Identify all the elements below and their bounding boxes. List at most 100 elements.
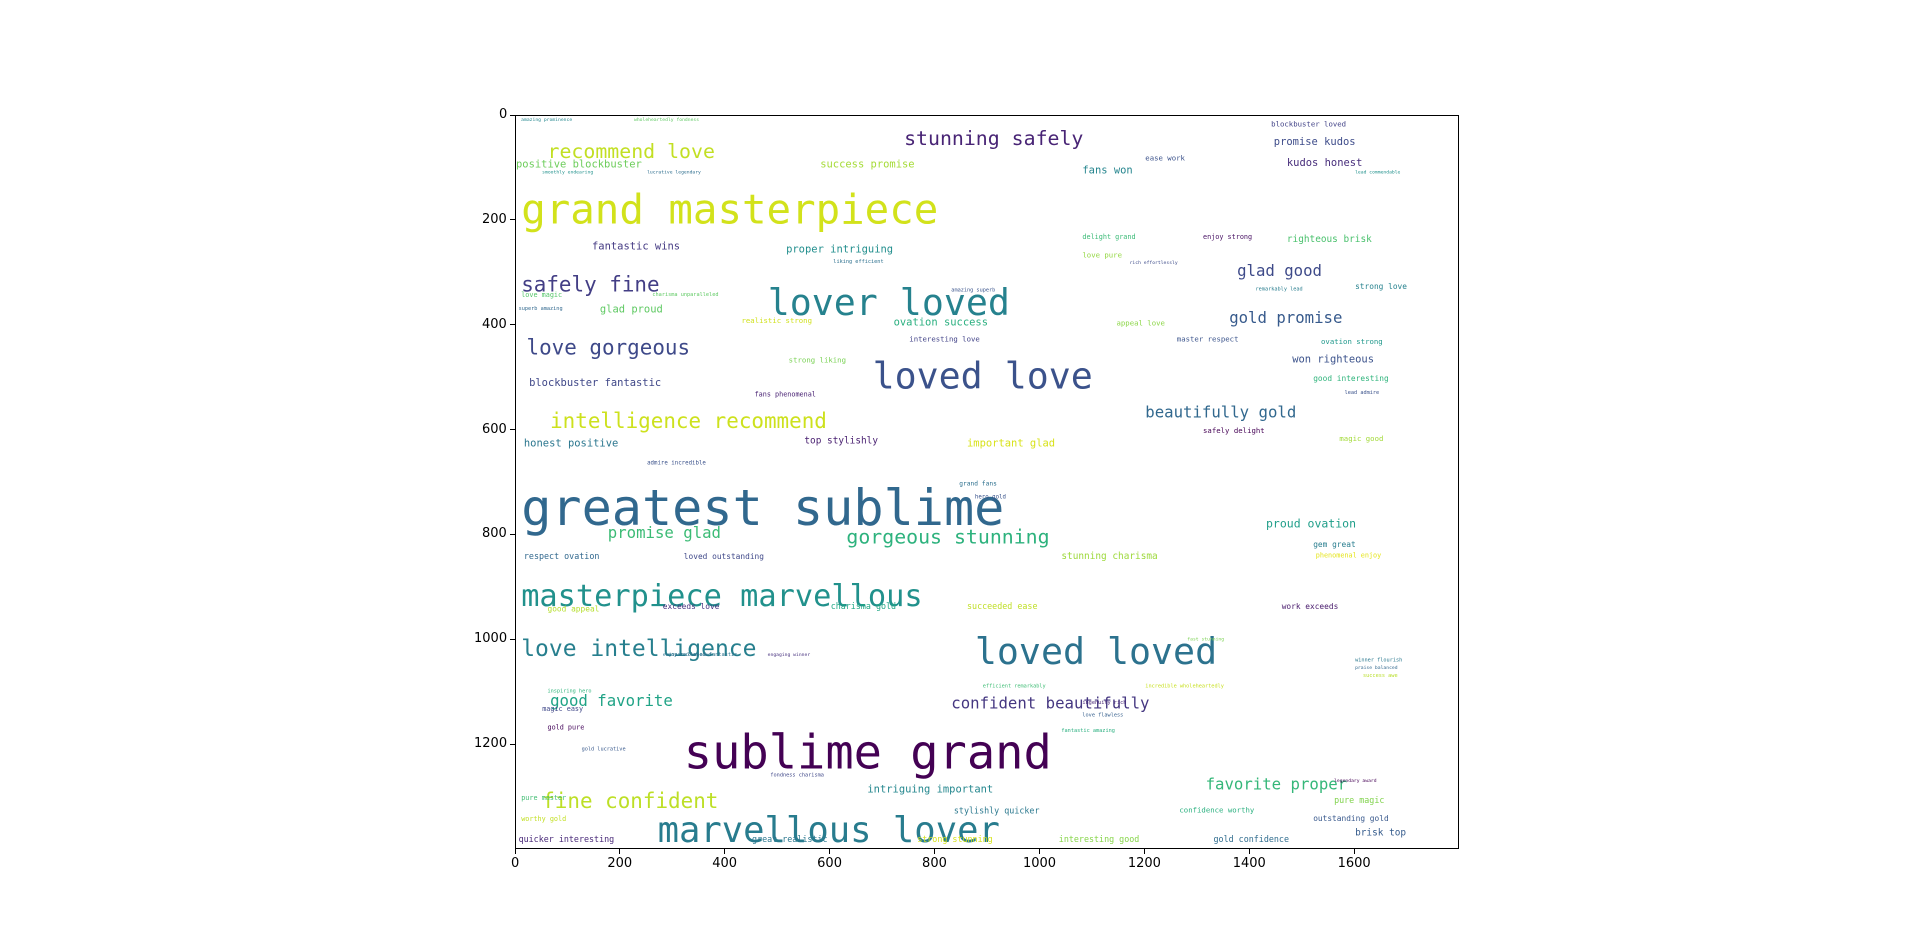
word-26: fantastic wins bbox=[592, 241, 680, 253]
word-72: delight grand bbox=[1082, 233, 1135, 241]
x-tick-mark-1 bbox=[619, 849, 621, 854]
word-36: promise kudos bbox=[1274, 136, 1356, 148]
y-tick-label-6: 1200 bbox=[474, 736, 508, 752]
word-63: magic good bbox=[1339, 434, 1383, 443]
x-tick-mark-2 bbox=[724, 849, 726, 854]
word-110: enjoy recommended bbox=[663, 652, 711, 658]
word-33: important glad bbox=[967, 437, 1055, 449]
word-3: sublime grand bbox=[684, 726, 1052, 781]
word-16: beautifully gold bbox=[1145, 403, 1296, 422]
word-47: stylishly quicker bbox=[954, 805, 1040, 815]
word-56: succeeded ease bbox=[967, 601, 1038, 611]
word-79: pure master bbox=[521, 794, 566, 802]
word-49: outstanding gold bbox=[1313, 814, 1389, 823]
x-tick-label-8: 1600 bbox=[1337, 856, 1371, 871]
word-88: ingenuity rich bbox=[1082, 700, 1126, 706]
word-55: charisma gold bbox=[831, 601, 896, 611]
word-62: strong love bbox=[1355, 282, 1407, 291]
word-73: enjoy strong bbox=[1203, 233, 1252, 241]
word-10: intelligence recommend bbox=[550, 409, 827, 433]
word-87: incredible wholeheartedly bbox=[1145, 684, 1224, 690]
word-35: kudos honest bbox=[1287, 157, 1363, 169]
word-83: admire incredible bbox=[647, 461, 706, 467]
word-50: pure magic bbox=[1334, 795, 1384, 805]
x-tick-label-3: 600 bbox=[817, 856, 842, 871]
word-96: liking efficient bbox=[833, 259, 883, 265]
x-tick-label-6: 1200 bbox=[1127, 856, 1161, 871]
word-51: respect ovation bbox=[524, 551, 600, 561]
x-tick-label-5: 1000 bbox=[1022, 856, 1057, 871]
word-25: success promise bbox=[820, 158, 914, 170]
word-30: blockbuster fantastic bbox=[529, 377, 661, 389]
y-tick-mark-1 bbox=[510, 219, 515, 221]
word-11: gorgeous stunning bbox=[846, 525, 1049, 548]
y-tick-mark-4 bbox=[510, 533, 515, 535]
word-34: won righteous bbox=[1292, 353, 1374, 365]
word-81: grand fans bbox=[959, 481, 997, 488]
y-tick-mark-0 bbox=[510, 114, 515, 116]
word-15: fine confident bbox=[542, 789, 718, 813]
word-57: work exceeds bbox=[1282, 602, 1339, 611]
word-84: love flawless bbox=[1082, 712, 1123, 718]
word-74: ease work bbox=[1145, 154, 1185, 163]
y-tick-label-5: 1000 bbox=[474, 631, 508, 647]
word-94: charisma unparalleled bbox=[652, 292, 718, 298]
word-24: positive blockbuster bbox=[516, 158, 642, 170]
word-9: love gorgeous bbox=[527, 336, 691, 360]
word-103: unparalleled fantastic bbox=[668, 652, 737, 658]
word-71: love pure bbox=[1082, 251, 1122, 260]
word-99: amazing prominence bbox=[521, 117, 572, 123]
x-tick-mark-3 bbox=[829, 849, 831, 854]
word-108: success awe bbox=[1363, 673, 1398, 679]
word-21: glad good bbox=[1237, 261, 1322, 280]
x-tick-label-7: 1400 bbox=[1232, 856, 1266, 871]
word-86: efficient remarkably bbox=[983, 684, 1046, 690]
x-tick-label-1: 200 bbox=[607, 856, 633, 871]
word-92: lead admire bbox=[1345, 390, 1380, 396]
word-59: phenomenal enjoy bbox=[1316, 551, 1381, 559]
word-107: praise balanced bbox=[1355, 665, 1398, 671]
x-tick-label-4: 800 bbox=[922, 856, 947, 871]
x-tick-mark-0 bbox=[514, 849, 516, 854]
word-91: remarkably lead bbox=[1256, 287, 1303, 293]
word-109: engaging winner bbox=[768, 652, 811, 658]
x-tick-label-2: 400 bbox=[712, 856, 738, 871]
word-98: lucrative legendary bbox=[647, 170, 701, 176]
y-tick-mark-6 bbox=[510, 743, 515, 745]
y-tick-label-2: 400 bbox=[482, 316, 507, 332]
word-46: brisk top bbox=[1355, 827, 1406, 838]
x-tick-mark-7 bbox=[1248, 849, 1250, 854]
word-100: wholeheartedly fondness bbox=[634, 117, 699, 123]
word-101: lead commendable bbox=[1355, 170, 1400, 176]
x-tick-mark-6 bbox=[1143, 849, 1145, 854]
word-20: good favorite bbox=[550, 691, 673, 710]
word-5: loved love bbox=[873, 355, 1093, 398]
word-38: righteous brisk bbox=[1287, 234, 1372, 245]
x-tick-label-0: 0 bbox=[511, 856, 520, 871]
y-tick-label-3: 600 bbox=[482, 421, 507, 437]
word-23: proud ovation bbox=[1266, 517, 1356, 531]
word-77: magic easy bbox=[542, 705, 583, 713]
word-17: confident beautifully bbox=[951, 693, 1149, 712]
word-48: confidence worthy bbox=[1179, 805, 1255, 814]
word-76: love magic bbox=[521, 291, 562, 299]
word-78: gold pure bbox=[548, 723, 585, 731]
word-2: masterpiece marvellous bbox=[521, 579, 922, 614]
word-14: safely fine bbox=[521, 273, 659, 297]
word-69: strong liking bbox=[789, 355, 846, 364]
word-66: master respect bbox=[1177, 334, 1239, 343]
word-64: safely delight bbox=[1203, 426, 1265, 435]
word-102: rich effortlessly bbox=[1130, 260, 1178, 266]
word-80: worthy gold bbox=[521, 815, 566, 823]
y-tick-mark-3 bbox=[510, 429, 515, 431]
x-tick-mark-8 bbox=[1353, 849, 1355, 854]
word-32: top stylishly bbox=[804, 436, 878, 447]
word-85: fantastic amazing bbox=[1061, 728, 1115, 734]
y-tick-label-0: 0 bbox=[499, 107, 508, 122]
word-105: legendary award bbox=[1334, 778, 1377, 784]
word-40: stunning charisma bbox=[1061, 551, 1157, 562]
word-37: fans won bbox=[1082, 165, 1132, 177]
word-70: fans phenomenal bbox=[755, 391, 816, 399]
word-0: grand masterpiece bbox=[521, 186, 938, 234]
